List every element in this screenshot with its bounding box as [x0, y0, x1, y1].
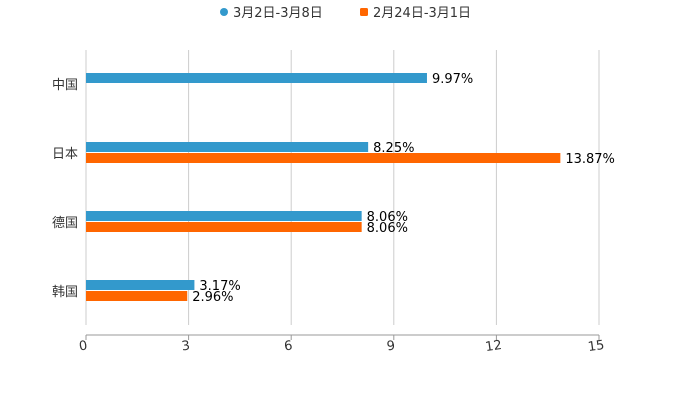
x-tick-label: 0	[78, 338, 88, 354]
data-label: 8.25%	[373, 141, 414, 156]
bar	[86, 291, 188, 301]
x-tick-label: 9	[386, 338, 396, 354]
category-label: 中国	[52, 78, 78, 93]
bar	[86, 153, 561, 163]
category-label: 日本	[52, 147, 78, 162]
category-label: 韩国	[52, 285, 78, 300]
bar	[86, 73, 427, 83]
data-label: 2.96%	[192, 290, 233, 305]
legend-label: 3月2日-3月8日	[233, 6, 323, 21]
x-tick-label: 6	[283, 338, 293, 354]
data-label: 8.06%	[367, 210, 408, 225]
data-label: 9.97%	[432, 72, 473, 87]
x-tick-label: 3	[181, 338, 191, 354]
x-tick-label: 12	[484, 338, 502, 355]
legend-marker-square-icon	[360, 8, 368, 16]
x-tick-label: 15	[587, 338, 605, 355]
data-label: 8.06%	[367, 221, 408, 236]
bar	[86, 222, 362, 232]
bar	[86, 211, 362, 221]
data-label: 13.87%	[565, 152, 615, 167]
legend-marker-circle-icon	[220, 8, 228, 16]
bar	[86, 280, 195, 290]
legend-label: 2月24日-3月1日	[373, 6, 471, 21]
data-label: 3.17%	[199, 279, 240, 294]
bar	[86, 142, 369, 152]
category-label: 德国	[52, 216, 78, 231]
